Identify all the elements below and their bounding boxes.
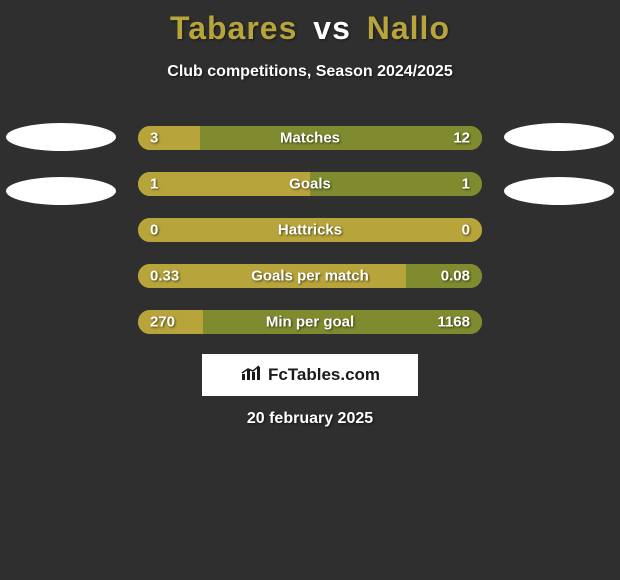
stat-value-right: 0.08 bbox=[441, 268, 470, 285]
player1-name: Tabares bbox=[170, 10, 297, 46]
stat-row-goals: 1 1 Goals bbox=[138, 172, 482, 196]
player2-badge-bottom bbox=[504, 177, 614, 205]
stat-value-right: 1168 bbox=[437, 314, 470, 331]
brand-badge: FcTables.com bbox=[202, 354, 418, 396]
player2-badge-top bbox=[504, 123, 614, 151]
player1-badge-bottom bbox=[6, 177, 116, 205]
stat-seg-left bbox=[138, 172, 310, 196]
stat-seg-right bbox=[200, 126, 482, 150]
stat-value-left: 3 bbox=[150, 130, 158, 147]
stat-value-left: 0 bbox=[150, 222, 158, 239]
stat-value-right: 1 bbox=[462, 176, 470, 193]
stat-label: Goals per match bbox=[251, 268, 369, 285]
stat-label: Hattricks bbox=[278, 222, 342, 239]
stat-value-right: 12 bbox=[453, 130, 470, 147]
page-title: Tabares vs Nallo bbox=[0, 0, 620, 47]
stat-value-left: 0.33 bbox=[150, 268, 179, 285]
date-line: 20 february 2025 bbox=[247, 410, 373, 428]
stat-value-left: 1 bbox=[150, 176, 158, 193]
player2-name: Nallo bbox=[367, 10, 450, 46]
stat-label: Min per goal bbox=[266, 314, 354, 331]
stat-value-left: 270 bbox=[150, 314, 175, 331]
stat-value-right: 0 bbox=[462, 222, 470, 239]
stat-seg-left bbox=[138, 126, 200, 150]
stat-row-matches: 3 12 Matches bbox=[138, 126, 482, 150]
player1-badge-top bbox=[6, 123, 116, 151]
subtitle: Club competitions, Season 2024/2025 bbox=[0, 63, 620, 81]
bar-chart-icon bbox=[240, 364, 262, 387]
stat-label: Goals bbox=[289, 176, 331, 193]
stat-seg-right bbox=[310, 172, 482, 196]
stat-row-gpm: 0.33 0.08 Goals per match bbox=[138, 264, 482, 288]
stat-row-hattricks: 0 0 Hattricks bbox=[138, 218, 482, 242]
comparison-bars: 3 12 Matches 1 1 Goals 0 0 Hattricks 0.33 0.08 Goal… bbox=[138, 126, 482, 334]
stat-row-mpg: 270 1168 Min per goal bbox=[138, 310, 482, 334]
stat-label: Matches bbox=[280, 130, 340, 147]
vs-separator: vs bbox=[313, 10, 351, 46]
brand-text: FcTables.com bbox=[268, 365, 380, 385]
